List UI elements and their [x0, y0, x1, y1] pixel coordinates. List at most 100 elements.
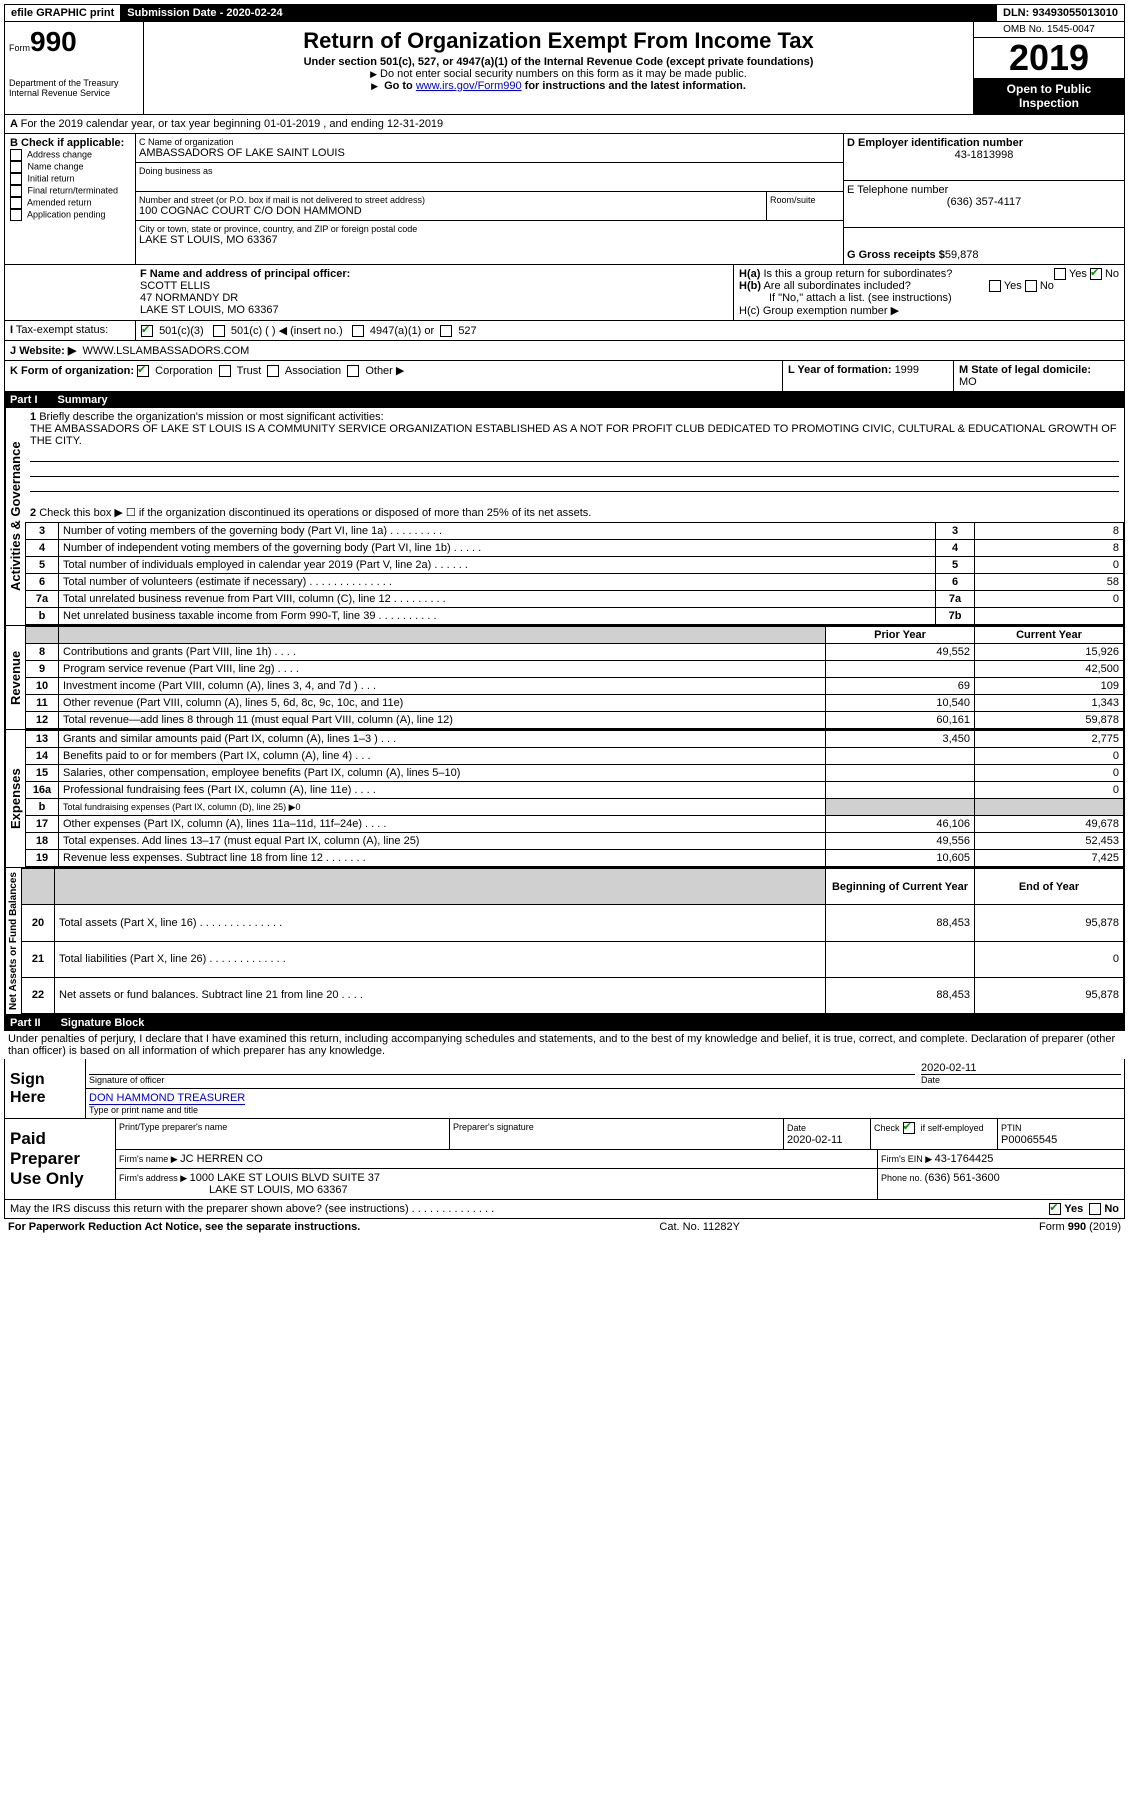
- room-label: Room/suite: [767, 192, 843, 220]
- klm-row: K Form of organization: Corporation Trus…: [4, 361, 1125, 392]
- prep-name-label: Print/Type preparer's name: [116, 1119, 450, 1149]
- section-a-row: A For the 2019 calendar year, or tax yea…: [4, 115, 1125, 134]
- check-option: Amended return: [10, 197, 130, 209]
- expenses-section: Expenses 13Grants and similar amounts pa…: [4, 730, 1125, 868]
- mission-text: THE AMBASSADORS OF LAKE ST LOUIS IS A CO…: [30, 423, 1117, 447]
- officer-name: SCOTT ELLIS: [140, 280, 210, 292]
- submission-date: Submission Date - 2020-02-24: [121, 5, 289, 21]
- table-header-row: Beginning of Current YearEnd of Year: [22, 869, 1124, 905]
- instructions-link[interactable]: www.irs.gov/Form990: [416, 80, 522, 92]
- section-h: H(a) Is this a group return for subordin…: [734, 265, 1124, 320]
- firm-addr-cell: Firm's address ▶ 1000 LAKE ST LOUIS BLVD…: [116, 1169, 878, 1199]
- section-b: B Check if applicable: Address change Na…: [5, 134, 136, 264]
- table-row: bNet unrelated business taxable income f…: [26, 608, 1124, 625]
- paid-preparer-label: Paid Preparer Use Only: [5, 1119, 116, 1199]
- table-row: 16aProfessional fundraising fees (Part I…: [26, 782, 1124, 799]
- table-row: 11Other revenue (Part VIII, column (A), …: [26, 695, 1124, 712]
- org-name: AMBASSADORS OF LAKE SAINT LOUIS: [139, 147, 840, 159]
- declaration-text: Under penalties of perjury, I declare th…: [4, 1031, 1125, 1059]
- table-row: 13Grants and similar amounts paid (Part …: [26, 731, 1124, 748]
- hb-note: If "No," attach a list. (see instruction…: [739, 292, 1119, 304]
- section-f: F Name and address of principal officer:…: [135, 265, 734, 320]
- gross-receipts-value: 59,878: [945, 249, 979, 261]
- table-row: 4Number of independent voting members of…: [26, 540, 1124, 557]
- phone-label: E Telephone number: [847, 184, 948, 196]
- part2-header: Part IISignature Block: [4, 1015, 1125, 1031]
- preparer-fields: Print/Type preparer's name Preparer's si…: [116, 1119, 1124, 1199]
- sig-date: 2020-02-11: [921, 1062, 1121, 1074]
- omb-number: OMB No. 1545-0047: [974, 22, 1124, 38]
- expenses-table: 13Grants and similar amounts paid (Part …: [25, 730, 1124, 867]
- officer-addr1: 47 NORMANDY DR: [140, 292, 238, 304]
- table-row: 8Contributions and grants (Part VIII, li…: [26, 644, 1124, 661]
- gross-receipts-label: G Gross receipts $: [847, 249, 945, 261]
- table-row: 6Total number of volunteers (estimate if…: [26, 574, 1124, 591]
- check-option: Name change: [10, 161, 130, 173]
- i-row: I Tax-exempt status: 501(c)(3) 501(c) ( …: [4, 321, 1125, 341]
- cat-no: Cat. No. 11282Y: [659, 1221, 740, 1233]
- officer-name-title: DON HAMMOND TREASURER: [89, 1092, 245, 1105]
- self-employed-cell: Check if self-employed: [871, 1119, 998, 1149]
- efile-label: efile GRAPHIC print: [5, 5, 121, 21]
- city-label: City or town, state or province, country…: [139, 224, 840, 234]
- dln: DLN: 93493055013010: [997, 5, 1124, 21]
- sign-here-row: Sign Here Signature of officer 2020-02-1…: [4, 1059, 1125, 1119]
- dba-label: Doing business as: [139, 166, 840, 176]
- website-value: WWW.LSLAMBASSADORS.COM: [82, 345, 249, 357]
- form-subtitle: Under section 501(c), 527, or 4947(a)(1)…: [304, 56, 814, 68]
- table-row: 14Benefits paid to or for members (Part …: [26, 748, 1124, 765]
- org-name-label: C Name of organization: [139, 137, 840, 147]
- vert-governance: Activities & Governance: [5, 408, 25, 625]
- header-note2: Go to www.irs.gov/Form990 for instructio…: [148, 80, 969, 92]
- table-row: 12Total revenue—add lines 8 through 11 (…: [26, 712, 1124, 729]
- discuss-row: May the IRS discuss this return with the…: [4, 1200, 1125, 1219]
- check-option: Final return/terminated: [10, 185, 130, 197]
- netassets-table: Beginning of Current YearEnd of Year20To…: [21, 868, 1124, 1014]
- part1-header: Part ISummary: [4, 392, 1125, 408]
- section-deg: D Employer identification number 43-1813…: [844, 134, 1124, 264]
- section-m: M State of legal domicile:MO: [954, 361, 1124, 391]
- header-mid: Return of Organization Exempt From Incom…: [144, 22, 974, 114]
- table-row: 10Investment income (Part VIII, column (…: [26, 678, 1124, 695]
- section-k: K Form of organization: Corporation Trus…: [5, 361, 783, 391]
- vert-expenses: Expenses: [5, 730, 25, 867]
- date-label: Date: [921, 1074, 1121, 1085]
- table-row: 19Revenue less expenses. Subtract line 1…: [26, 850, 1124, 867]
- revenue-table: Prior YearCurrent Year8Contributions and…: [25, 626, 1124, 729]
- section-c: C Name of organization AMBASSADORS OF LA…: [136, 134, 844, 264]
- form-header: Form990 Department of the Treasury Inter…: [4, 22, 1125, 115]
- table-row: 7aTotal unrelated business revenue from …: [26, 591, 1124, 608]
- phone-value: (636) 357-4117: [847, 196, 1121, 208]
- addr-label: Number and street (or P.O. box if mail i…: [139, 195, 763, 205]
- officer-addr2: LAKE ST LOUIS, MO 63367: [140, 304, 279, 316]
- i-label: I Tax-exempt status:: [5, 321, 136, 340]
- table-row: 3Number of voting members of the governi…: [26, 523, 1124, 540]
- table-header-row: Prior YearCurrent Year: [26, 627, 1124, 644]
- form-prefix: Form: [9, 43, 30, 53]
- check-option: Address change: [10, 149, 130, 161]
- prep-date-cell: Date2020-02-11: [784, 1119, 871, 1149]
- governance-table: 3Number of voting members of the governi…: [25, 522, 1124, 625]
- header-left: Form990 Department of the Treasury Inter…: [5, 22, 144, 114]
- discuss-text: May the IRS discuss this return with the…: [5, 1200, 1124, 1218]
- open-public-badge: Open to Public Inspection: [974, 78, 1124, 114]
- b-cont: [5, 265, 135, 320]
- table-row: 22Net assets or fund balances. Subtract …: [22, 977, 1124, 1013]
- table-row: 5Total number of individuals employed in…: [26, 557, 1124, 574]
- vert-netassets: Net Assets or Fund Balances: [5, 868, 21, 1014]
- dept-label: Department of the Treasury Internal Reve…: [9, 78, 139, 98]
- i-options: 501(c)(3) 501(c) ( ) ◀ (insert no.) 4947…: [136, 321, 1124, 340]
- table-row: 21Total liabilities (Part X, line 26) . …: [22, 941, 1124, 977]
- spacer: [290, 5, 997, 21]
- netassets-section: Net Assets or Fund Balances Beginning of…: [4, 868, 1125, 1015]
- firm-ein-cell: Firm's EIN ▶ 43-1764425: [878, 1150, 1124, 1168]
- city-state-zip: LAKE ST LOUIS, MO 63367: [139, 234, 840, 246]
- table-row: 17Other expenses (Part IX, column (A), l…: [26, 816, 1124, 833]
- header-note1: Do not enter social security numbers on …: [148, 68, 969, 80]
- sign-here-label: Sign Here: [5, 1059, 86, 1118]
- firm-name-cell: Firm's name ▶ JC HERREN CO: [116, 1150, 878, 1168]
- website-cell: J Website: ▶ WWW.LSLAMBASSADORS.COM: [5, 341, 1124, 360]
- table-row: 20Total assets (Part X, line 16) . . . .…: [22, 905, 1124, 941]
- check-option: Initial return: [10, 173, 130, 185]
- tax-year-range: A For the 2019 calendar year, or tax yea…: [5, 115, 1124, 133]
